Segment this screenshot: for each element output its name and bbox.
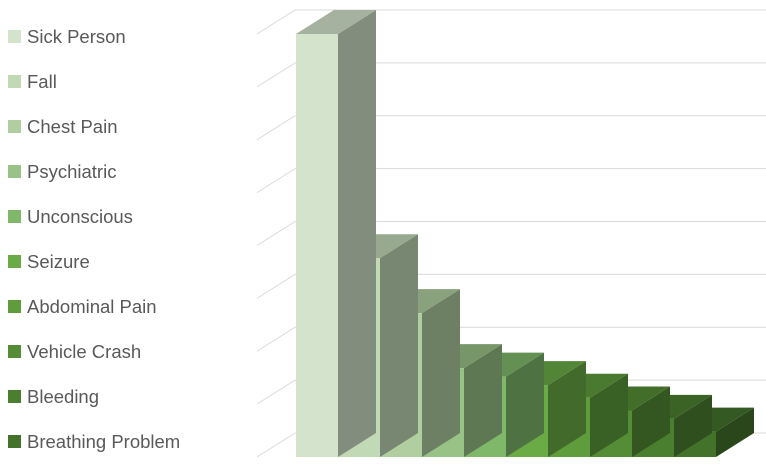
gridline-side [256,168,296,194]
chart-legend: Sick Person Fall Chest Pain Psychiatric Unco… [8,14,248,464]
bar-side [632,386,670,457]
legend-swatch [8,165,21,178]
legend-swatch [8,30,21,43]
bar-side [464,344,502,457]
legend-label: Fall [27,70,57,92]
bar-side [380,234,418,457]
bars [296,10,754,457]
legend-item: Breathing Problem [8,419,248,464]
legend-item: Unconscious [8,194,248,239]
gridline-side [256,432,296,458]
legend-swatch [8,345,21,358]
legend-item: Seizure [8,239,248,284]
gridline-side [256,62,296,88]
legend-item: Abdominal Pain [8,284,248,329]
bar-top [296,10,376,34]
legend-label: Psychiatric [27,160,117,182]
bar-front [296,34,338,457]
legend-label: Sick Person [27,25,126,47]
bar-side [422,289,460,457]
legend-label: Abdominal Pain [27,295,157,317]
gridline-side [256,115,296,141]
legend-item: Bleeding [8,374,248,419]
legend-swatch [8,75,21,88]
legend-label: Unconscious [27,205,133,227]
gridline-side [256,273,296,299]
bar-side [548,361,586,457]
legend-swatch [8,210,21,223]
legend-swatch [8,435,21,448]
gridline-side [256,379,296,405]
gridline-side [256,221,296,246]
bar-side [716,407,754,457]
bar-side [590,373,628,457]
bar-side [338,10,376,457]
bar-side [674,394,712,457]
legend-item: Psychiatric [8,149,248,194]
legend-item: Vehicle Crash [8,329,248,374]
legend-item: Chest Pain [8,104,248,149]
legend-item: Sick Person [8,14,248,59]
gridline-side [256,9,296,35]
legend-swatch [8,255,21,268]
bar-side [506,352,544,457]
legend-label: Chest Pain [27,115,118,137]
legend-swatch [8,300,21,313]
gridline-side [256,326,296,352]
legend-label: Bleeding [27,385,100,407]
legend-label: Vehicle Crash [27,340,142,362]
legend-swatch [8,120,21,133]
legend-swatch [8,390,21,403]
legend-label: Breathing Problem [27,430,181,452]
legend-item: Fall [8,59,248,104]
bar [296,10,376,457]
legend-label: Seizure [27,250,90,272]
